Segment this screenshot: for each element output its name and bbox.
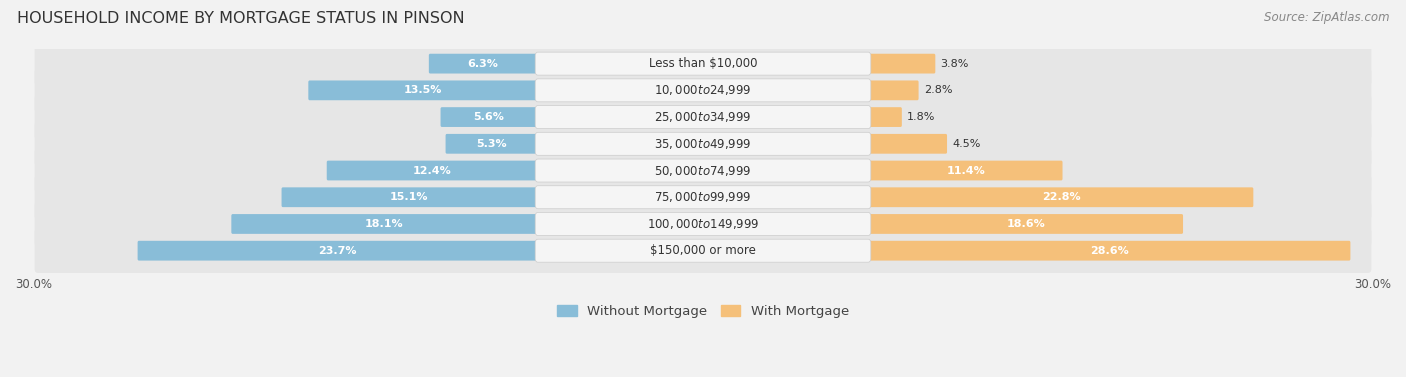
FancyBboxPatch shape	[281, 187, 537, 207]
Text: $75,000 to $99,999: $75,000 to $99,999	[654, 190, 752, 204]
Text: 2.8%: 2.8%	[924, 85, 952, 95]
FancyBboxPatch shape	[869, 214, 1182, 234]
Text: $150,000 or more: $150,000 or more	[650, 244, 756, 257]
FancyBboxPatch shape	[35, 202, 1371, 246]
Text: 1.8%: 1.8%	[907, 112, 935, 122]
FancyBboxPatch shape	[869, 80, 918, 100]
FancyBboxPatch shape	[536, 79, 870, 102]
Text: 28.6%: 28.6%	[1090, 246, 1129, 256]
Text: $100,000 to $149,999: $100,000 to $149,999	[647, 217, 759, 231]
Text: 18.1%: 18.1%	[364, 219, 404, 229]
FancyBboxPatch shape	[869, 54, 935, 74]
Text: $50,000 to $74,999: $50,000 to $74,999	[654, 164, 752, 178]
FancyBboxPatch shape	[536, 106, 870, 129]
FancyBboxPatch shape	[536, 186, 870, 209]
Text: HOUSEHOLD INCOME BY MORTGAGE STATUS IN PINSON: HOUSEHOLD INCOME BY MORTGAGE STATUS IN P…	[17, 11, 464, 26]
Text: Source: ZipAtlas.com: Source: ZipAtlas.com	[1264, 11, 1389, 24]
FancyBboxPatch shape	[429, 54, 537, 74]
Text: 5.3%: 5.3%	[477, 139, 506, 149]
Text: 3.8%: 3.8%	[941, 59, 969, 69]
Text: 12.4%: 12.4%	[412, 166, 451, 176]
Text: 22.8%: 22.8%	[1042, 192, 1080, 202]
FancyBboxPatch shape	[440, 107, 537, 127]
FancyBboxPatch shape	[35, 228, 1371, 273]
Text: 18.6%: 18.6%	[1007, 219, 1046, 229]
Text: $25,000 to $34,999: $25,000 to $34,999	[654, 110, 752, 124]
Text: 15.1%: 15.1%	[389, 192, 429, 202]
FancyBboxPatch shape	[536, 52, 870, 75]
Text: 23.7%: 23.7%	[318, 246, 357, 256]
FancyBboxPatch shape	[869, 241, 1350, 261]
Text: $10,000 to $24,999: $10,000 to $24,999	[654, 83, 752, 97]
Text: 5.6%: 5.6%	[474, 112, 505, 122]
FancyBboxPatch shape	[138, 241, 537, 261]
FancyBboxPatch shape	[308, 80, 537, 100]
FancyBboxPatch shape	[232, 214, 537, 234]
Text: 11.4%: 11.4%	[946, 166, 986, 176]
Text: 4.5%: 4.5%	[952, 139, 981, 149]
FancyBboxPatch shape	[536, 159, 870, 182]
Legend: Without Mortgage, With Mortgage: Without Mortgage, With Mortgage	[551, 299, 855, 323]
FancyBboxPatch shape	[35, 68, 1371, 113]
Text: $35,000 to $49,999: $35,000 to $49,999	[654, 137, 752, 151]
Text: Less than $10,000: Less than $10,000	[648, 57, 758, 70]
FancyBboxPatch shape	[326, 161, 537, 181]
FancyBboxPatch shape	[35, 175, 1371, 219]
FancyBboxPatch shape	[869, 107, 901, 127]
FancyBboxPatch shape	[35, 41, 1371, 86]
FancyBboxPatch shape	[869, 134, 948, 154]
FancyBboxPatch shape	[536, 213, 870, 236]
FancyBboxPatch shape	[536, 132, 870, 155]
Text: 6.3%: 6.3%	[467, 59, 498, 69]
FancyBboxPatch shape	[35, 148, 1371, 193]
Text: 13.5%: 13.5%	[404, 85, 441, 95]
FancyBboxPatch shape	[35, 95, 1371, 139]
FancyBboxPatch shape	[869, 187, 1253, 207]
FancyBboxPatch shape	[35, 121, 1371, 166]
FancyBboxPatch shape	[536, 239, 870, 262]
FancyBboxPatch shape	[869, 161, 1063, 181]
FancyBboxPatch shape	[446, 134, 537, 154]
